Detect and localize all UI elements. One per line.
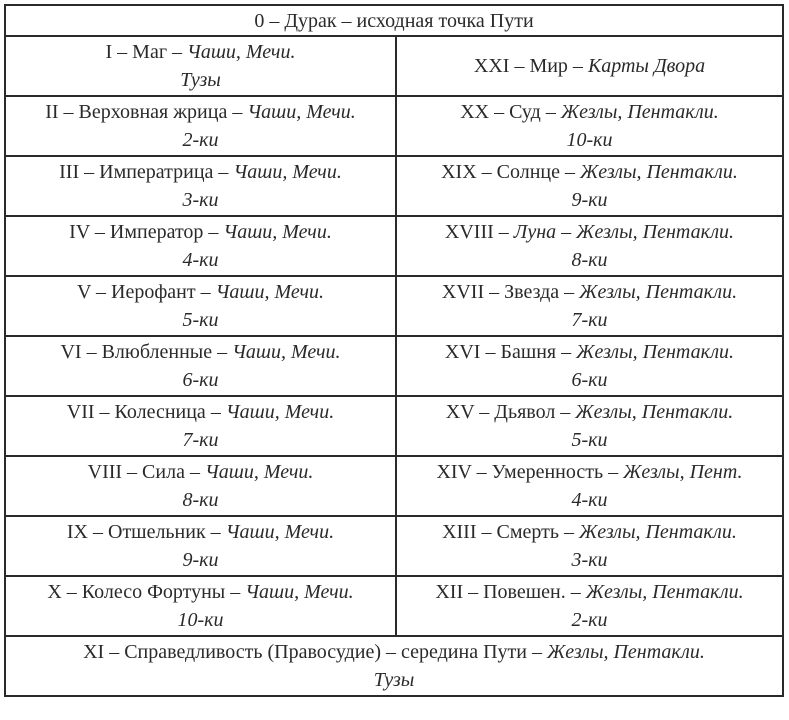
arcana-name: I – Маг – bbox=[105, 41, 188, 63]
table-cell: V – Иерофант – Чаши, Мечи. 5-ки bbox=[4, 275, 397, 337]
footer-row: XI – Справедливость (Правосудие) – серед… bbox=[4, 635, 784, 697]
header-row: 0 – Дурак – исходная точка Пути bbox=[4, 4, 784, 37]
arcana-name: XXI – Мир – bbox=[473, 55, 588, 77]
table-cell: VII – Колесница – Чаши, Мечи. 7-ки bbox=[4, 395, 397, 457]
suits-text: Чаши, Мечи. bbox=[233, 161, 342, 183]
tarot-correspondence-table: 0 – Дурак – исходная точка Пути I – Маг … bbox=[4, 4, 784, 697]
table-cell: XII – Повешен. – Жезлы, Пентакли. 2-ки bbox=[395, 575, 784, 637]
suits-text: Жезлы, Пентакли. bbox=[546, 641, 705, 663]
suits-text: Чаши, Мечи. bbox=[247, 101, 356, 123]
suits-text: Жезлы, Пентакли. bbox=[579, 161, 738, 183]
suits-text: Чаши, Мечи. bbox=[225, 401, 335, 423]
table-cell: VI – Влюбленные – Чаши, Мечи. 6-ки bbox=[4, 335, 397, 397]
table-cell: XVIII – Луна – Жезлы, Пентакли. 8-ки bbox=[395, 215, 784, 277]
card-rank: 6-ки bbox=[571, 369, 608, 391]
arcana-name: V – Иерофант – bbox=[76, 281, 216, 303]
arcana-name: VII – Колесница – bbox=[66, 401, 226, 423]
arcana-name: XVII – Звезда – bbox=[441, 281, 580, 303]
arcana-name: III – Императрица – bbox=[59, 161, 234, 183]
card-rank: 5-ки bbox=[182, 309, 219, 331]
arcana-name: XIX – Солнце – bbox=[441, 161, 580, 183]
card-rank: 9-ки bbox=[182, 549, 219, 571]
arcana-name: VI – Влюбленные – bbox=[60, 341, 233, 363]
card-rank: Тузы bbox=[373, 669, 415, 691]
table-cell: XV – Дьявол – Жезлы, Пентакли. 5-ки bbox=[395, 395, 784, 457]
arcana-name: XI – Справедливость (Правосудие) – серед… bbox=[83, 641, 547, 663]
table-cell: VIII – Сила – Чаши, Мечи. 8-ки bbox=[4, 455, 397, 517]
suits-text: Чаши, Мечи. bbox=[225, 521, 335, 543]
card-rank: 2-ки bbox=[571, 609, 608, 631]
suits-text: Луна – Жезлы, Пентакли. bbox=[513, 221, 735, 243]
suits-text: Жезлы, Пентакли. bbox=[585, 581, 744, 603]
suits-text: Чаши, Мечи. bbox=[223, 221, 332, 243]
table-cell: XVI – Башня – Жезлы, Пентакли. 6-ки bbox=[395, 335, 784, 397]
suits-text: Чаши, Мечи. bbox=[204, 461, 314, 483]
table-row: II – Верховная жрица – Чаши, Мечи. 2-ки XX… bbox=[4, 95, 784, 157]
suits-text: Карты Двора bbox=[587, 55, 706, 77]
arcana-name: XIII – Смерть – bbox=[442, 521, 579, 543]
card-rank: 9-ки bbox=[571, 189, 608, 211]
header-cell: 0 – Дурак – исходная точка Пути bbox=[4, 4, 784, 37]
table-row: VII – Колесница – Чаши, Мечи. 7-ки XV – Дь… bbox=[4, 395, 784, 457]
table-cell: XIII – Смерть – Жезлы, Пентакли. 3-ки bbox=[395, 515, 784, 577]
suits-text: Жезлы, Пентакли. bbox=[560, 101, 719, 123]
table-row: X – Колесо Фортуны – Чаши, Мечи. 10-ки XII… bbox=[4, 575, 784, 637]
card-rank: 3-ки bbox=[571, 549, 608, 571]
arcana-name: XIV – Умеренность – bbox=[436, 461, 624, 483]
card-rank: 4-ки bbox=[571, 489, 608, 511]
card-rank: 7-ки bbox=[571, 309, 608, 331]
arcana-name: XV – Дьявол – bbox=[445, 401, 576, 423]
card-rank: 8-ки bbox=[571, 249, 608, 271]
table-row: IX – Отшельник – Чаши, Мечи. 9-ки XIII – С… bbox=[4, 515, 784, 577]
suits-text: Жезлы, Пент. bbox=[623, 461, 743, 483]
suits-text: Жезлы, Пентакли. bbox=[576, 341, 735, 363]
card-rank: 6-ки bbox=[182, 369, 219, 391]
arcana-name: IV – Император – bbox=[69, 221, 224, 243]
arcana-name: X – Колесо Фортуны – bbox=[47, 581, 246, 603]
table-row: I – Маг – Чаши, Мечи. Тузы XXI – Мир – Кар… bbox=[4, 35, 784, 97]
table-cell: IX – Отшельник – Чаши, Мечи. 9-ки bbox=[4, 515, 397, 577]
table-cell: IV – Император – Чаши, Мечи. 4-ки bbox=[4, 215, 397, 277]
table-cell: III – Императрица – Чаши, Мечи. 3-ки bbox=[4, 155, 397, 217]
suits-text: Жезлы, Пентакли. bbox=[578, 521, 737, 543]
suits-text: Чаши, Мечи. bbox=[232, 341, 341, 363]
table-row: V – Иерофант – Чаши, Мечи. 5-ки XVII – Зве… bbox=[4, 275, 784, 337]
table-cell: X – Колесо Фортуны – Чаши, Мечи. 10-ки bbox=[4, 575, 397, 637]
table-row: IV – Император – Чаши, Мечи. 4-ки XVIII – … bbox=[4, 215, 784, 277]
suits-text: Жезлы, Пентакли. bbox=[575, 401, 734, 423]
card-rank: Тузы bbox=[180, 69, 221, 91]
table-cell: XI – Справедливость (Правосудие) – серед… bbox=[4, 635, 784, 697]
table-row: VI – Влюбленные – Чаши, Мечи. 6-ки XVI – Б… bbox=[4, 335, 784, 397]
table-row: III – Императрица – Чаши, Мечи. 3-ки XIX –… bbox=[4, 155, 784, 217]
table-cell: XIX – Солнце – Жезлы, Пентакли. 9-ки bbox=[395, 155, 784, 217]
table-cell: XX – Суд – Жезлы, Пентакли. 10-ки bbox=[395, 95, 784, 157]
table-cell: I – Маг – Чаши, Мечи. Тузы bbox=[4, 35, 397, 97]
suits-text: Чаши, Мечи. bbox=[245, 581, 354, 603]
arcana-name: VIII – Сила – bbox=[87, 461, 205, 483]
card-rank: 3-ки bbox=[182, 189, 219, 211]
card-rank: 10-ки bbox=[177, 609, 224, 631]
card-rank: 10-ки bbox=[566, 129, 613, 151]
arcana-name: XVIII – bbox=[444, 221, 514, 243]
table-cell: XXI – Мир – Карты Двора bbox=[395, 35, 784, 97]
card-rank: 5-ки bbox=[571, 429, 608, 451]
suits-text: Жезлы, Пентакли. bbox=[579, 281, 738, 303]
suits-text: Чаши, Мечи. bbox=[215, 281, 325, 303]
table-row: VIII – Сила – Чаши, Мечи. 8-ки XIV – Умере… bbox=[4, 455, 784, 517]
arcana-name: XX – Суд – bbox=[460, 101, 561, 123]
card-rank: 2-ки bbox=[182, 129, 219, 151]
table-cell: II – Верховная жрица – Чаши, Мечи. 2-ки bbox=[4, 95, 397, 157]
arcana-name: II – Верховная жрица – bbox=[45, 101, 248, 123]
arcana-name: XVI – Башня – bbox=[444, 341, 577, 363]
arcana-name: IX – Отшельник – bbox=[66, 521, 226, 543]
table-cell: XVII – Звезда – Жезлы, Пентакли. 7-ки bbox=[395, 275, 784, 337]
card-rank: 7-ки bbox=[182, 429, 219, 451]
card-rank: 4-ки bbox=[182, 249, 219, 271]
suits-text: Чаши, Мечи. bbox=[187, 41, 296, 63]
arcana-name: XII – Повешен. – bbox=[435, 581, 586, 603]
card-rank: 8-ки bbox=[182, 489, 219, 511]
table-cell: XIV – Умеренность – Жезлы, Пент. 4-ки bbox=[395, 455, 784, 517]
